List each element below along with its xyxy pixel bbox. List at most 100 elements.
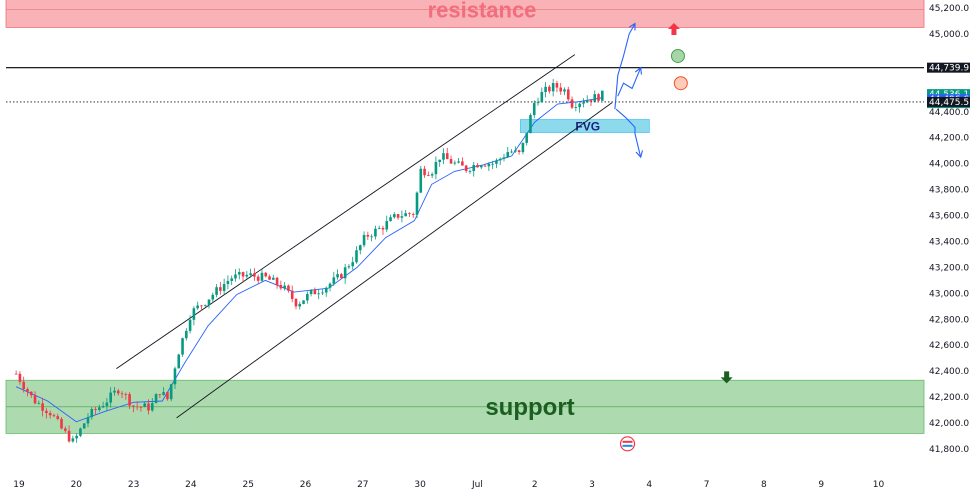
candle-body xyxy=(510,151,513,153)
candle-body xyxy=(476,165,479,168)
candle-body xyxy=(116,390,120,394)
time-axis[interactable]: 19 20 23 24 25 26 27 30 Jul 2 3 4 7 8 9 10 xyxy=(0,471,925,498)
candle-body xyxy=(41,403,44,411)
candle-body xyxy=(601,90,604,101)
candle-body xyxy=(185,330,188,339)
candle-body xyxy=(128,394,131,406)
event-flag-stripe xyxy=(622,440,633,443)
candle-body xyxy=(370,236,373,238)
candle-body xyxy=(222,284,226,291)
candle-body xyxy=(219,287,222,291)
price-tag xyxy=(927,96,970,107)
candle-body xyxy=(275,277,279,285)
price-tag xyxy=(927,62,970,73)
resistance-zone xyxy=(5,0,925,28)
candle-body xyxy=(26,389,29,392)
candles-layer xyxy=(14,79,604,443)
candle-body xyxy=(82,423,86,429)
scenario-arrowhead-up-pullback xyxy=(634,66,643,75)
candle-body xyxy=(120,393,124,395)
candle-body xyxy=(377,227,381,229)
candle-body xyxy=(491,163,494,165)
candle-body xyxy=(135,406,139,408)
candle-body xyxy=(215,287,218,295)
candle-body xyxy=(162,392,165,395)
price-tick-label: 44,000.0 xyxy=(929,160,969,170)
candle-body xyxy=(574,107,578,108)
time-tick-label: 4 xyxy=(646,480,652,490)
candle-body xyxy=(147,403,150,411)
moving-average-line xyxy=(15,97,604,423)
candle-body xyxy=(381,227,385,230)
candle-body xyxy=(75,435,78,439)
candle-body xyxy=(479,165,483,168)
price-tick-label: 43,600.0 xyxy=(929,212,969,222)
candle-body xyxy=(109,392,112,403)
candle-body xyxy=(400,216,404,218)
candle-body xyxy=(166,392,169,400)
price-tag-label: 44,475.5 xyxy=(929,98,969,108)
candle-body xyxy=(445,153,449,160)
candle-body xyxy=(355,250,358,263)
resistance-label: resistance xyxy=(428,0,537,22)
candle-body xyxy=(283,285,286,289)
time-tick-label: 26 xyxy=(300,480,312,490)
candle-body xyxy=(101,406,105,408)
candle-body xyxy=(287,285,290,291)
fvg-zone xyxy=(519,119,650,133)
candle-body xyxy=(150,403,154,411)
time-tick-label: 2 xyxy=(532,480,538,490)
candle-body xyxy=(33,395,37,404)
candle-body xyxy=(317,293,320,295)
candle-body xyxy=(464,165,468,172)
candle-body xyxy=(589,100,593,102)
candle-body xyxy=(324,287,328,293)
candle-body xyxy=(94,409,97,411)
price-tick-label: 42,000.0 xyxy=(929,419,969,429)
price-tick-label: 45,200.0 xyxy=(929,4,969,14)
candle-body xyxy=(585,100,589,103)
candle-body xyxy=(196,305,199,309)
candle-body xyxy=(245,274,249,277)
price-tick-label: 42,800.0 xyxy=(929,315,969,325)
candle-body xyxy=(548,86,551,92)
candle-body xyxy=(306,293,309,301)
candle-body xyxy=(532,103,536,116)
candle-body xyxy=(67,430,71,442)
time-tick-label: 19 xyxy=(13,480,25,490)
candle-body xyxy=(559,87,563,92)
price-axis[interactable]: 45,200.0 45,000.0 44,400.0 44,200.0 44,000.0… xyxy=(925,0,974,498)
candle-body xyxy=(294,298,298,307)
price-tick-label: 42,600.0 xyxy=(929,341,969,351)
candle-body xyxy=(253,273,256,277)
price-tick-label: 42,400.0 xyxy=(929,367,969,377)
candle-body xyxy=(90,409,94,418)
candle-body xyxy=(495,160,498,164)
candle-body xyxy=(340,274,343,279)
candle-body xyxy=(502,157,506,159)
candle-body xyxy=(449,159,453,164)
price-tick-label: 44,400.0 xyxy=(929,108,969,118)
candle-body xyxy=(192,308,196,320)
candle-body xyxy=(264,272,268,277)
red-circle-icon xyxy=(673,76,688,91)
candle-body xyxy=(529,115,532,134)
candle-body xyxy=(457,161,460,163)
candle-body xyxy=(313,289,317,295)
candle-body xyxy=(566,89,570,100)
candle-body xyxy=(358,245,362,251)
candle-body xyxy=(302,300,305,304)
candle-body xyxy=(173,368,177,385)
candle-body xyxy=(200,305,203,307)
candle-body xyxy=(430,174,434,176)
price-tick-label: 41,800.0 xyxy=(929,445,969,455)
candle-body xyxy=(29,391,33,396)
candle-body xyxy=(86,417,90,424)
event-flag-icon[interactable] xyxy=(619,436,636,452)
candle-body xyxy=(139,406,143,408)
candle-body xyxy=(124,394,128,395)
time-tick-label: 8 xyxy=(761,480,767,490)
candle-body xyxy=(279,284,283,289)
zones-layer: resistance support FVG xyxy=(5,0,925,434)
